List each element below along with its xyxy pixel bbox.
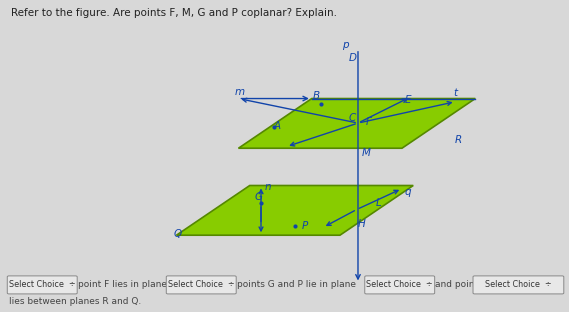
Polygon shape (238, 99, 475, 148)
Text: point F lies in plane: point F lies in plane (78, 280, 167, 290)
Text: Select Choice  ÷: Select Choice ÷ (485, 280, 552, 290)
Text: Q: Q (174, 229, 182, 239)
Text: M: M (362, 148, 371, 158)
Text: H: H (358, 219, 366, 229)
FancyBboxPatch shape (473, 276, 564, 294)
Text: n: n (265, 182, 271, 192)
Text: Select Choice  ÷: Select Choice ÷ (168, 280, 234, 290)
Polygon shape (176, 186, 413, 235)
FancyBboxPatch shape (166, 276, 236, 294)
Text: A: A (274, 120, 281, 130)
Text: t: t (453, 88, 457, 98)
Text: p: p (343, 41, 349, 51)
Text: Select Choice  ÷: Select Choice ÷ (9, 280, 76, 290)
Text: G: G (254, 192, 262, 202)
Text: L: L (376, 198, 382, 208)
Text: m: m (235, 87, 245, 97)
Text: P: P (302, 221, 308, 231)
Text: points G and P lie in plane: points G and P lie in plane (237, 280, 356, 290)
Text: Select Choice  ÷: Select Choice ÷ (366, 280, 433, 290)
Text: R: R (455, 134, 462, 144)
Text: F: F (366, 117, 372, 128)
Text: lies between planes R and Q.: lies between planes R and Q. (9, 296, 141, 305)
Text: q: q (405, 187, 411, 197)
Text: B: B (313, 91, 320, 101)
Text: Refer to the figure. Are points F, M, G and P coplanar? Explain.: Refer to the figure. Are points F, M, G … (11, 8, 337, 18)
Text: E: E (405, 95, 411, 105)
FancyBboxPatch shape (365, 276, 435, 294)
FancyBboxPatch shape (7, 276, 77, 294)
Text: and point: and point (435, 280, 479, 290)
Text: C: C (349, 113, 356, 123)
Text: D: D (349, 53, 357, 63)
